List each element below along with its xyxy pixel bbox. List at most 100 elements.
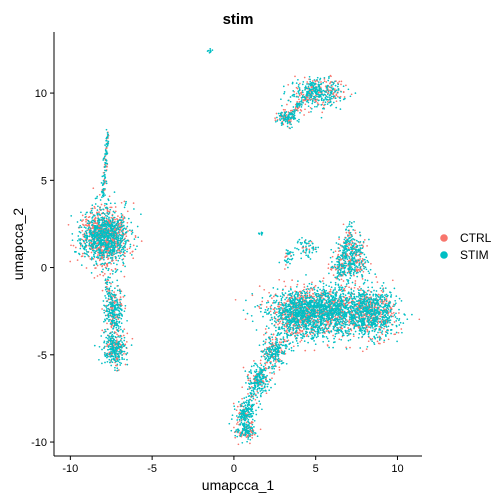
point-stim [311, 242, 314, 245]
point-ctrl [303, 286, 306, 288]
point-ctrl [234, 436, 237, 439]
point-ctrl [306, 290, 309, 293]
point-stim [381, 298, 383, 301]
point-ctrl [292, 323, 295, 326]
point-ctrl [241, 397, 243, 400]
point-stim [280, 299, 283, 302]
point-stim [245, 396, 248, 399]
point-ctrl [354, 280, 357, 282]
point-ctrl [367, 340, 370, 343]
point-stim [114, 369, 116, 372]
point-ctrl [305, 246, 307, 249]
point-stim [123, 238, 126, 241]
point-ctrl [418, 318, 421, 321]
point-stim [337, 243, 340, 245]
point-stim [353, 293, 356, 295]
point-ctrl [340, 278, 343, 281]
point-stim [93, 229, 96, 231]
point-ctrl [116, 333, 118, 336]
point-ctrl [354, 282, 357, 285]
point-ctrl [294, 290, 296, 293]
point-stim [357, 240, 360, 243]
point-ctrl [85, 267, 88, 269]
point-stim [279, 295, 282, 298]
point-stim [122, 251, 125, 254]
point-stim [258, 344, 261, 347]
point-stim [85, 239, 88, 242]
point-ctrl [301, 330, 304, 332]
point-stim [362, 265, 365, 268]
point-ctrl [76, 259, 79, 261]
point-ctrl [329, 288, 332, 291]
point-ctrl [357, 254, 359, 257]
point-stim [273, 299, 275, 302]
point-ctrl [317, 91, 320, 94]
point-ctrl [92, 187, 95, 190]
point-ctrl [114, 210, 117, 213]
point-ctrl [278, 341, 281, 343]
point-ctrl [331, 255, 334, 258]
point-stim [129, 243, 132, 246]
point-ctrl [126, 221, 129, 224]
point-stim [361, 269, 363, 272]
point-ctrl [290, 297, 292, 299]
point-stim [264, 383, 267, 385]
point-ctrl [274, 336, 277, 339]
point-stim [387, 325, 390, 328]
point-ctrl [70, 244, 72, 247]
point-ctrl [287, 119, 290, 122]
point-ctrl [125, 235, 128, 238]
point-ctrl [274, 117, 276, 119]
point-ctrl [351, 240, 353, 243]
point-ctrl [233, 426, 235, 429]
point-stim [301, 337, 304, 339]
point-ctrl [277, 305, 279, 308]
point-ctrl [357, 268, 360, 271]
point-stim [338, 273, 340, 276]
point-stim [85, 249, 88, 251]
point-stim [87, 254, 90, 257]
point-ctrl [82, 233, 84, 236]
point-ctrl [287, 83, 290, 86]
point-ctrl [310, 86, 313, 89]
point-stim [360, 299, 362, 302]
point-stim [99, 199, 102, 201]
point-ctrl [280, 341, 283, 344]
point-stim [110, 350, 112, 353]
point-stim [290, 314, 292, 316]
point-stim [347, 240, 350, 243]
point-ctrl [347, 302, 350, 305]
point-stim [103, 155, 106, 158]
point-stim [246, 399, 248, 402]
point-ctrl [274, 119, 277, 122]
point-ctrl [81, 255, 84, 257]
point-stim [117, 255, 120, 257]
point-stim [115, 320, 118, 323]
point-stim [95, 229, 97, 232]
point-ctrl [316, 102, 319, 104]
point-stim [107, 140, 110, 143]
point-ctrl [329, 81, 332, 83]
point-stim [304, 316, 307, 318]
point-stim [340, 263, 343, 266]
point-stim [100, 270, 103, 273]
point-stim [230, 429, 233, 432]
point-stim [123, 217, 126, 219]
point-stim [394, 299, 397, 302]
point-ctrl [354, 229, 356, 232]
point-ctrl [236, 405, 239, 408]
point-stim [299, 333, 302, 336]
point-stim [389, 310, 392, 313]
point-stim [106, 334, 109, 337]
point-ctrl [327, 267, 330, 269]
point-stim [243, 397, 246, 399]
point-ctrl [339, 275, 341, 277]
point-ctrl [311, 281, 313, 284]
point-stim [341, 251, 344, 254]
point-stim [83, 246, 86, 249]
point-stim [103, 309, 105, 312]
point-stim [341, 309, 344, 312]
point-ctrl [98, 193, 101, 196]
point-ctrl [334, 268, 337, 271]
point-stim [387, 320, 389, 323]
